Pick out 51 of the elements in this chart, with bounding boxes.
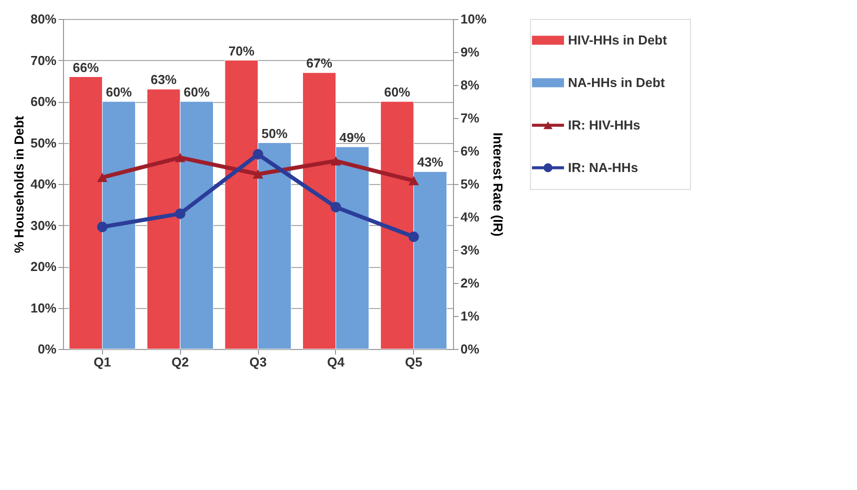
- data-label: 63%: [150, 72, 178, 88]
- point: [330, 202, 342, 212]
- data-label: 50%: [262, 126, 288, 141]
- data-label: 70%: [228, 43, 255, 58]
- point: [408, 176, 419, 186]
- y-tick-label: 10%: [30, 300, 57, 316]
- x-tick-label: Q5: [405, 354, 422, 370]
- data-label: 66%: [72, 60, 100, 75]
- point: [174, 153, 186, 162]
- data-label: 60%: [106, 84, 132, 100]
- y2-tick-label: 10%: [460, 12, 487, 26]
- y2-tick-label: 1%: [460, 308, 480, 324]
- y2-tick-label: 5%: [460, 176, 480, 192]
- y-tick-label: 30%: [30, 218, 57, 233]
- y2-tick-label: 2%: [460, 276, 480, 290]
- data-label: 43%: [417, 154, 444, 170]
- x-tick-label: Q3: [249, 354, 267, 370]
- data-label: 49%: [339, 130, 366, 145]
- point: [330, 156, 342, 166]
- y2-axis-title: Interest Rate (IR): [490, 132, 506, 237]
- y2-tick-label: 9%: [460, 44, 480, 60]
- y-axis-title: % Households in Debt: [11, 115, 26, 254]
- point: [97, 222, 108, 232]
- legend-label: NA-HHs in Debt: [568, 74, 666, 90]
- legend-label: IR: HIV-HHs: [568, 117, 640, 132]
- legend-label: HIV-HHs in Debt: [568, 32, 668, 48]
- y-tick-label: 0%: [38, 342, 57, 356]
- y-tick-label: 40%: [30, 176, 57, 192]
- y-tick-label: 70%: [30, 52, 57, 68]
- point: [97, 172, 108, 182]
- point: [252, 170, 264, 179]
- y2-tick-label: 8%: [460, 78, 480, 92]
- y-tick-label: 20%: [30, 259, 57, 274]
- data-label: 60%: [184, 84, 210, 100]
- y2-tick-label: 4%: [460, 210, 480, 224]
- y2-tick-label: 3%: [460, 242, 480, 258]
- data-label: 67%: [306, 56, 333, 71]
- y2-tick-label: 0%: [460, 342, 480, 356]
- y2-tick-label: 6%: [460, 144, 480, 158]
- y2-tick-label: 7%: [460, 110, 480, 126]
- y-tick-label: 50%: [30, 135, 57, 150]
- data-label: 60%: [384, 84, 411, 100]
- x-tick-label: Q1: [94, 354, 111, 370]
- x-tick-label: Q2: [171, 354, 189, 370]
- point: [252, 149, 264, 160]
- legend-label: IR: NA-HHs: [568, 160, 638, 175]
- y-tick-label: 60%: [30, 94, 57, 109]
- point: [174, 208, 186, 219]
- point: [408, 232, 419, 242]
- y-tick-label: 80%: [30, 12, 57, 26]
- x-tick-label: Q4: [327, 354, 346, 370]
